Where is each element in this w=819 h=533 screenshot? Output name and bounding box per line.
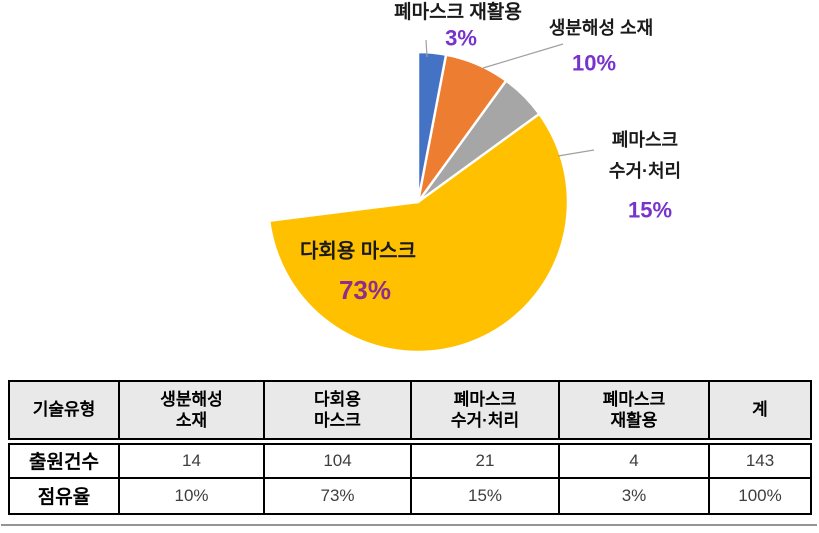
table-row-share: 점유율 10% 73% 15% 3% 100%	[8, 476, 812, 515]
pie-slice-waste-mask-recycling	[416, 50, 448, 204]
share-collection: 15%	[410, 476, 560, 515]
applications-reusable: 104	[263, 440, 412, 479]
table-bottom-shadow	[1, 524, 817, 526]
slice-label-biodegradable-material: 생분해성 소재	[548, 17, 654, 38]
share-reusable: 73%	[263, 476, 412, 515]
share-biodegradable: 10%	[118, 476, 265, 515]
applications-collection: 21	[410, 440, 560, 479]
table-header-row: 기술유형 생분해성 소재 다회용 마스크 폐마스크 수거·처리 폐마스크 재활용…	[8, 380, 812, 445]
header-cell-biodegradable: 생분해성 소재	[118, 380, 265, 445]
header-cell-recycling: 폐마스크 재활용	[558, 380, 710, 445]
header-cell-collection: 폐마스크 수거·처리	[410, 380, 560, 445]
applications-recycling: 4	[558, 440, 710, 479]
slice-percent-waste-mask-collection: 15%	[627, 197, 673, 223]
slice-percent-waste-mask-recycling: 3%	[445, 25, 477, 51]
header-cell-tech-type: 기술유형	[8, 380, 120, 445]
summary-table: 기술유형 생분해성 소재 다회용 마스크 폐마스크 수거·처리 폐마스크 재활용…	[8, 380, 812, 515]
leader-line-recycling	[425, 39, 428, 58]
header-cell-reusable: 다회용 마스크	[263, 380, 412, 445]
leader-line-collection	[557, 149, 595, 157]
header-cell-total: 계	[708, 380, 812, 445]
slice-label-waste-mask-recycling: 폐마스크 재활용	[394, 2, 522, 24]
slice-percent-reusable-mask: 73%	[338, 274, 392, 305]
row-label-applications: 출원건수	[8, 440, 120, 479]
applications-total: 143	[708, 440, 812, 479]
share-total: 100%	[708, 476, 812, 515]
slice-percent-biodegradable-material: 10%	[571, 50, 617, 76]
row-label-share: 점유율	[8, 476, 120, 515]
summary-table-wrap: 기술유형 생분해성 소재 다회용 마스크 폐마스크 수거·처리 폐마스크 재활용…	[8, 380, 812, 515]
share-recycling: 3%	[558, 476, 710, 515]
leader-line-biodegradable	[482, 43, 564, 69]
pie-chart	[267, 39, 595, 354]
slice-label-waste-mask-collection: 폐마스크 수거·처리	[608, 130, 682, 181]
slice-label-reusable-mask: 다회용 마스크	[300, 240, 416, 263]
pie-chart-area: 폐마스크 재활용 3% 생분해성 소재 10% 폐마스크 수거·처리 15% 다…	[267, 2, 682, 354]
applications-biodegradable: 14	[118, 440, 265, 479]
table-row-applications: 출원건수 14 104 21 4 143	[8, 440, 812, 479]
